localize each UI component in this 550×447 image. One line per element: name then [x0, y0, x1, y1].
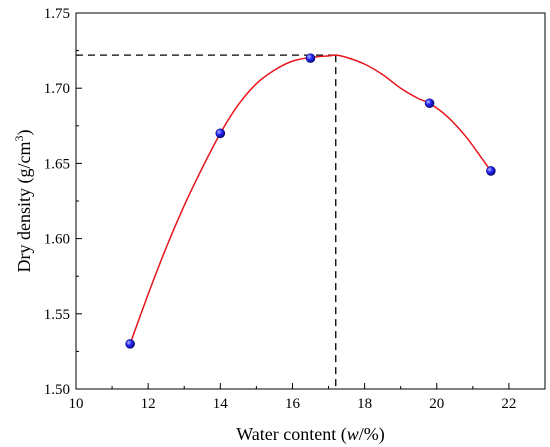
x-tick-label: 14 [213, 396, 229, 412]
y-tick-label: 1.65 [44, 156, 70, 172]
x-tick-label: 10 [69, 396, 84, 412]
y-tick-label: 1.60 [44, 232, 70, 248]
y-tick-label: 1.50 [44, 382, 70, 398]
x-tick-label: 16 [285, 396, 301, 412]
plot-frame [75, 12, 546, 390]
fit-curve [129, 54, 492, 345]
x-axis-label: Water content (w/%) [236, 424, 385, 445]
x-tick-label: 20 [429, 396, 444, 412]
data-point [215, 128, 226, 139]
ticks: 10 12 14 16 18 20 22 1.50 1.55 1.60 1.65 1.70 1.75 [44, 6, 517, 412]
y-tick-label: 1.55 [44, 307, 70, 323]
x-tick-label: 22 [501, 396, 516, 412]
data-point [305, 53, 316, 63]
data-point [125, 339, 135, 349]
y-axis-label: Dry density (g/cm3) [12, 130, 35, 273]
plot-area [76, 53, 496, 389]
x-tick-label: 12 [141, 396, 156, 412]
y-tick-label: 1.75 [44, 6, 70, 22]
data-point [424, 98, 435, 109]
data-point [486, 166, 496, 176]
y-tick-label: 1.70 [44, 81, 70, 97]
x-tick-label: 18 [357, 396, 372, 412]
